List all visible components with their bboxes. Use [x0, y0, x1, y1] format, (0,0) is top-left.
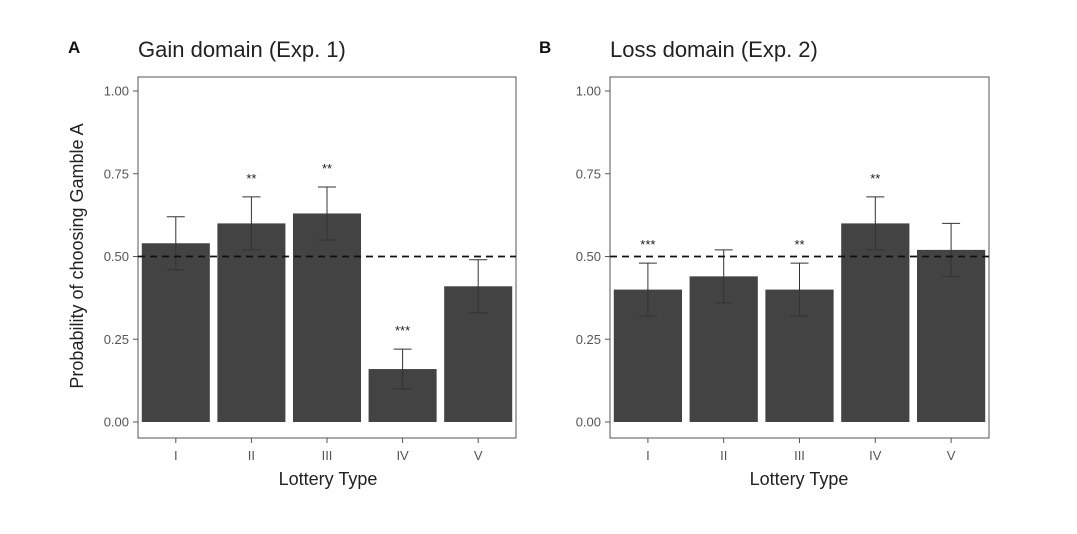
- panel-a-y-tick-label: 1.00: [104, 84, 129, 99]
- panel-b-significance-label-4: **: [870, 171, 880, 186]
- panel-a-gain-domain: A Gain domain (Exp. 1) Lottery Type Prob…: [67, 37, 517, 489]
- panel-b-bar-5: [916, 249, 986, 422]
- panel-a-x-tick-label-5: V: [474, 448, 483, 463]
- panel-b-y-tick-label: 1.00: [576, 84, 601, 99]
- panel-a-bar-2: [217, 223, 286, 422]
- panel-b-x-tick-label-4: IV: [869, 448, 882, 463]
- panel-b-x-tick-label-3: III: [794, 448, 805, 463]
- panel-a-bar-3: [292, 213, 362, 422]
- panel-a-x-tick-label-1: I: [174, 448, 178, 463]
- panel-b-plot-area: 0.000.250.500.751.00I***II III**IV**V: [576, 76, 990, 463]
- panel-a-significance-label-2: **: [246, 171, 256, 186]
- panel-b-x-axis-label: Lottery Type: [750, 469, 849, 489]
- panel-a-y-tick-label: 0.25: [104, 332, 129, 347]
- panel-b-x-tick-label-5: V: [947, 448, 956, 463]
- panel-a-x-tick-label-4: IV: [396, 448, 409, 463]
- panel-b-letter: B: [539, 38, 551, 57]
- panel-a-title: Gain domain (Exp. 1): [138, 37, 346, 62]
- panel-a-x-axis-label: Lottery Type: [279, 469, 378, 489]
- panel-a-plot-area: 0.000.250.500.751.00I II**III**IV***V: [104, 76, 517, 463]
- panel-a-y-axis-label: Probability of choosing Gamble A: [67, 123, 87, 388]
- panel-b-title: Loss domain (Exp. 2): [610, 37, 818, 62]
- panel-a-y-tick-label: 0.00: [104, 415, 129, 430]
- panel-a-y-tick-label: 0.75: [104, 166, 129, 181]
- panel-b-x-tick-label-2: II: [720, 448, 727, 463]
- panel-b-loss-domain: B Loss domain (Exp. 2) Lottery Type 0.00…: [539, 37, 990, 489]
- panel-b-y-tick-label: 0.00: [576, 415, 601, 430]
- panel-b-y-tick-label: 0.50: [576, 249, 601, 264]
- panel-b-bar-4: [841, 223, 910, 422]
- panel-a-significance-label-3: **: [322, 161, 332, 176]
- panel-a-bar-1: [141, 243, 210, 422]
- panel-a-significance-label-4: ***: [395, 323, 410, 338]
- panel-a-letter: A: [68, 38, 80, 57]
- panel-b-significance-label-3: **: [794, 237, 804, 252]
- panel-b-y-tick-label: 0.25: [576, 332, 601, 347]
- panel-b-y-tick-label: 0.75: [576, 166, 601, 181]
- panel-a-y-tick-label: 0.50: [104, 249, 129, 264]
- panel-b-x-tick-label-1: I: [646, 448, 650, 463]
- panel-b-significance-label-1: ***: [640, 237, 655, 252]
- panel-a-x-tick-label-3: III: [322, 448, 333, 463]
- panel-a-x-tick-label-2: II: [248, 448, 255, 463]
